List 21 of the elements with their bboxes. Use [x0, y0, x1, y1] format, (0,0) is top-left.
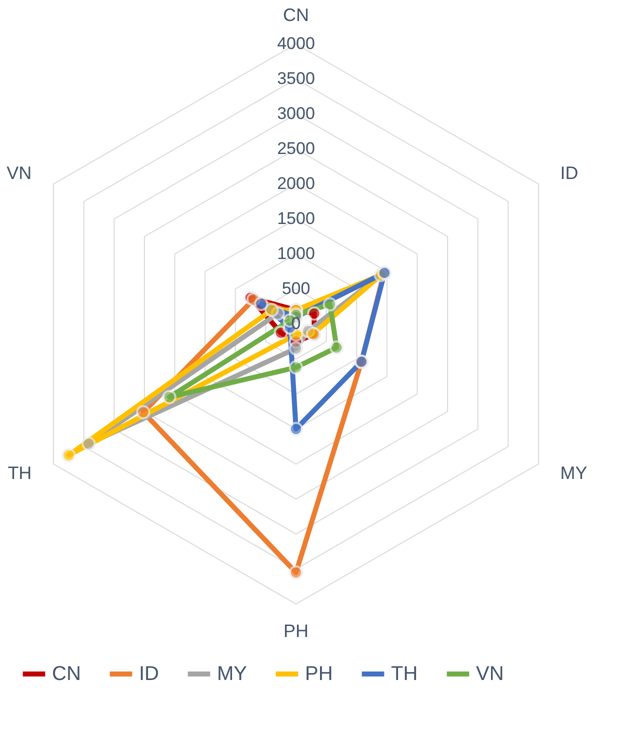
- y-tick-label: 4000: [277, 34, 315, 53]
- y-tick-label: 3500: [277, 69, 315, 88]
- y-tick-label: 2000: [277, 174, 315, 193]
- legend-label: VN: [476, 663, 504, 685]
- y-tick-label: 1500: [277, 209, 315, 228]
- legend-label: PH: [305, 663, 333, 685]
- legend-label: TH: [391, 663, 418, 685]
- legend-label: MY: [217, 663, 247, 685]
- y-tick-label: 1000: [277, 244, 315, 263]
- y-tick-label: 500: [282, 279, 310, 298]
- legend-label: ID: [139, 663, 159, 685]
- spoke-label: ID: [560, 163, 578, 184]
- y-tick-label: 3000: [277, 104, 315, 123]
- spoke-label: VN: [6, 163, 32, 184]
- legend-label: CN: [52, 663, 81, 685]
- spoke-label: PH: [283, 621, 309, 641]
- spoke-label: MY: [560, 462, 588, 483]
- y-tick-label: 0: [291, 314, 301, 333]
- spoke-label: TH: [8, 462, 32, 483]
- y-tick-label: 2500: [277, 139, 315, 158]
- spoke-label: CN: [283, 5, 309, 25]
